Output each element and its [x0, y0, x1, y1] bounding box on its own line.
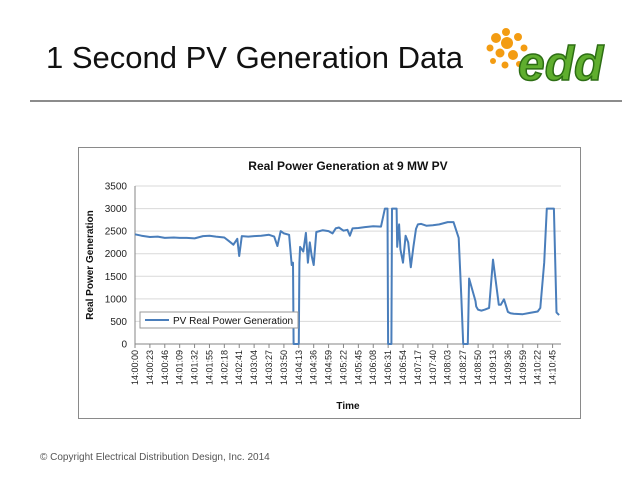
legend-box	[139, 311, 299, 329]
x-tick-label: 14:02:18	[219, 350, 229, 385]
series-line-pv-real-power	[134, 207, 560, 345]
x-tick-label: 14:03:50	[279, 350, 289, 385]
x-axis-label: Time	[336, 401, 360, 412]
y-tick-label: 1000	[105, 294, 128, 305]
logo-dots-icon	[486, 28, 532, 69]
x-tick-label: 14:02:41	[234, 350, 244, 385]
x-tick-label: 14:03:04	[249, 350, 259, 385]
x-tick-label: 14:00:23	[145, 350, 155, 385]
logo-text: edd	[518, 38, 605, 90]
x-tick-label: 14:08:27	[458, 350, 468, 385]
y-tick-label: 2500	[105, 227, 128, 238]
title-divider	[30, 100, 622, 102]
x-tick-label: 14:05:45	[353, 350, 363, 385]
x-tick-label: 14:10:22	[533, 350, 543, 385]
y-tick-label: 3000	[105, 204, 128, 215]
y-tick-label: 500	[110, 317, 127, 328]
x-tick-label: 14:04:13	[294, 350, 304, 385]
edd-logo: edd	[486, 28, 606, 90]
copyright-footer: © Copyright Electrical Distribution Desi…	[40, 452, 270, 463]
y-tick-label: 0	[121, 340, 127, 351]
x-tick-label: 14:04:59	[324, 350, 334, 385]
slide-title: 1 Second PV Generation Data	[46, 40, 464, 75]
x-tick-label: 14:06:31	[383, 350, 393, 385]
x-tick-label: 14:09:59	[518, 350, 528, 385]
chart-title: Real Power Generation at 9 MW PV	[248, 159, 447, 173]
x-tick-label: 14:01:55	[204, 350, 214, 385]
x-tick-label: 14:01:09	[175, 350, 185, 385]
x-tick-label: 14:08:50	[473, 350, 483, 385]
x-tick-label: 14:01:32	[190, 350, 200, 385]
x-tick-label: 14:05:22	[338, 350, 348, 385]
y-tick-label: 3500	[105, 182, 128, 193]
x-tick-label: 14:09:13	[488, 350, 498, 385]
line-chart: Real Power Generation at 9 MW PV 0 500 1000…	[85, 159, 561, 412]
x-tick-label: 14:09:36	[503, 350, 513, 385]
legend-label: PV Real Power Generation	[173, 316, 293, 327]
x-tick-label: 14:07:40	[428, 350, 438, 385]
chart-frame: Real Power Generation at 9 MW PV 0 500 1000…	[78, 147, 581, 419]
y-tick-label: 2000	[105, 249, 128, 260]
y-axis-label: Real Power Generation	[85, 210, 96, 319]
x-tick-label: 14:00:46	[160, 350, 170, 385]
x-tick-label: 14:04:36	[309, 350, 319, 385]
x-tick-label: 14:06:08	[368, 350, 378, 385]
x-tick-label: 14:03:27	[264, 350, 274, 385]
x-tick-label: 14:00:00	[130, 350, 140, 385]
x-tick-label: 14:07:17	[413, 350, 423, 385]
x-tick-label: 14:10:45	[548, 350, 558, 385]
x-tick-label: 14:06:54	[398, 350, 408, 385]
x-tick-label: 14:08:03	[443, 350, 453, 385]
y-tick-label: 1500	[105, 272, 128, 283]
